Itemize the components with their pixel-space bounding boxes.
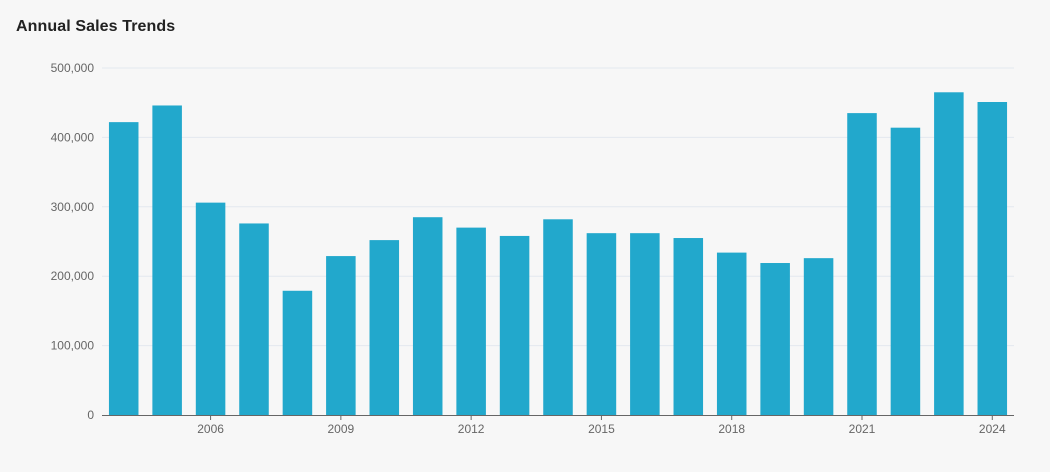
bar-2022	[890, 127, 921, 416]
bar-2007	[239, 223, 269, 415]
bar-2013	[499, 235, 530, 415]
x-tick-label: 2006	[197, 422, 224, 436]
bar-2016	[630, 233, 660, 415]
bar-2006	[195, 202, 226, 415]
bar-2023	[934, 92, 964, 415]
y-tick-label: 300,000	[51, 200, 95, 214]
bar-2018	[716, 252, 747, 415]
chart-title: Annual Sales Trends	[16, 18, 176, 35]
bar-2019	[760, 263, 790, 415]
y-tick-label: 200,000	[51, 269, 95, 283]
bar-2020	[803, 258, 834, 415]
bar-2021	[847, 113, 877, 416]
y-tick-label: 100,000	[51, 339, 95, 353]
bar-2024	[977, 102, 1008, 416]
y-tick-label: 0	[87, 408, 94, 422]
y-tick-label: 500,000	[51, 61, 95, 75]
axes	[102, 415, 1014, 420]
bar-2005	[152, 105, 182, 415]
bar-2017	[673, 238, 704, 415]
bars	[108, 92, 1008, 416]
x-tick-label: 2021	[849, 422, 876, 436]
bar-2011	[412, 217, 443, 415]
bar-2010	[369, 240, 400, 415]
x-tick-label: 2018	[718, 422, 745, 436]
bar-2009	[326, 256, 356, 415]
bar-2015	[586, 233, 617, 415]
y-tick-label: 400,000	[51, 130, 95, 144]
x-tick-label: 2012	[458, 422, 485, 436]
x-axis-tick-labels: 2006 2009 2012 2015 2018 2021 2024	[197, 422, 1006, 436]
bar-2012	[456, 227, 486, 415]
x-tick-label: 2015	[588, 422, 615, 436]
bar-2004	[108, 122, 139, 415]
x-tick-label: 2024	[979, 422, 1006, 436]
y-axis-tick-labels: 0 100,000 200,000 300,000 400,000 500,000	[51, 61, 95, 422]
x-tick-label: 2009	[328, 422, 355, 436]
bar-2014	[543, 219, 573, 415]
bar-2008	[282, 290, 313, 415]
